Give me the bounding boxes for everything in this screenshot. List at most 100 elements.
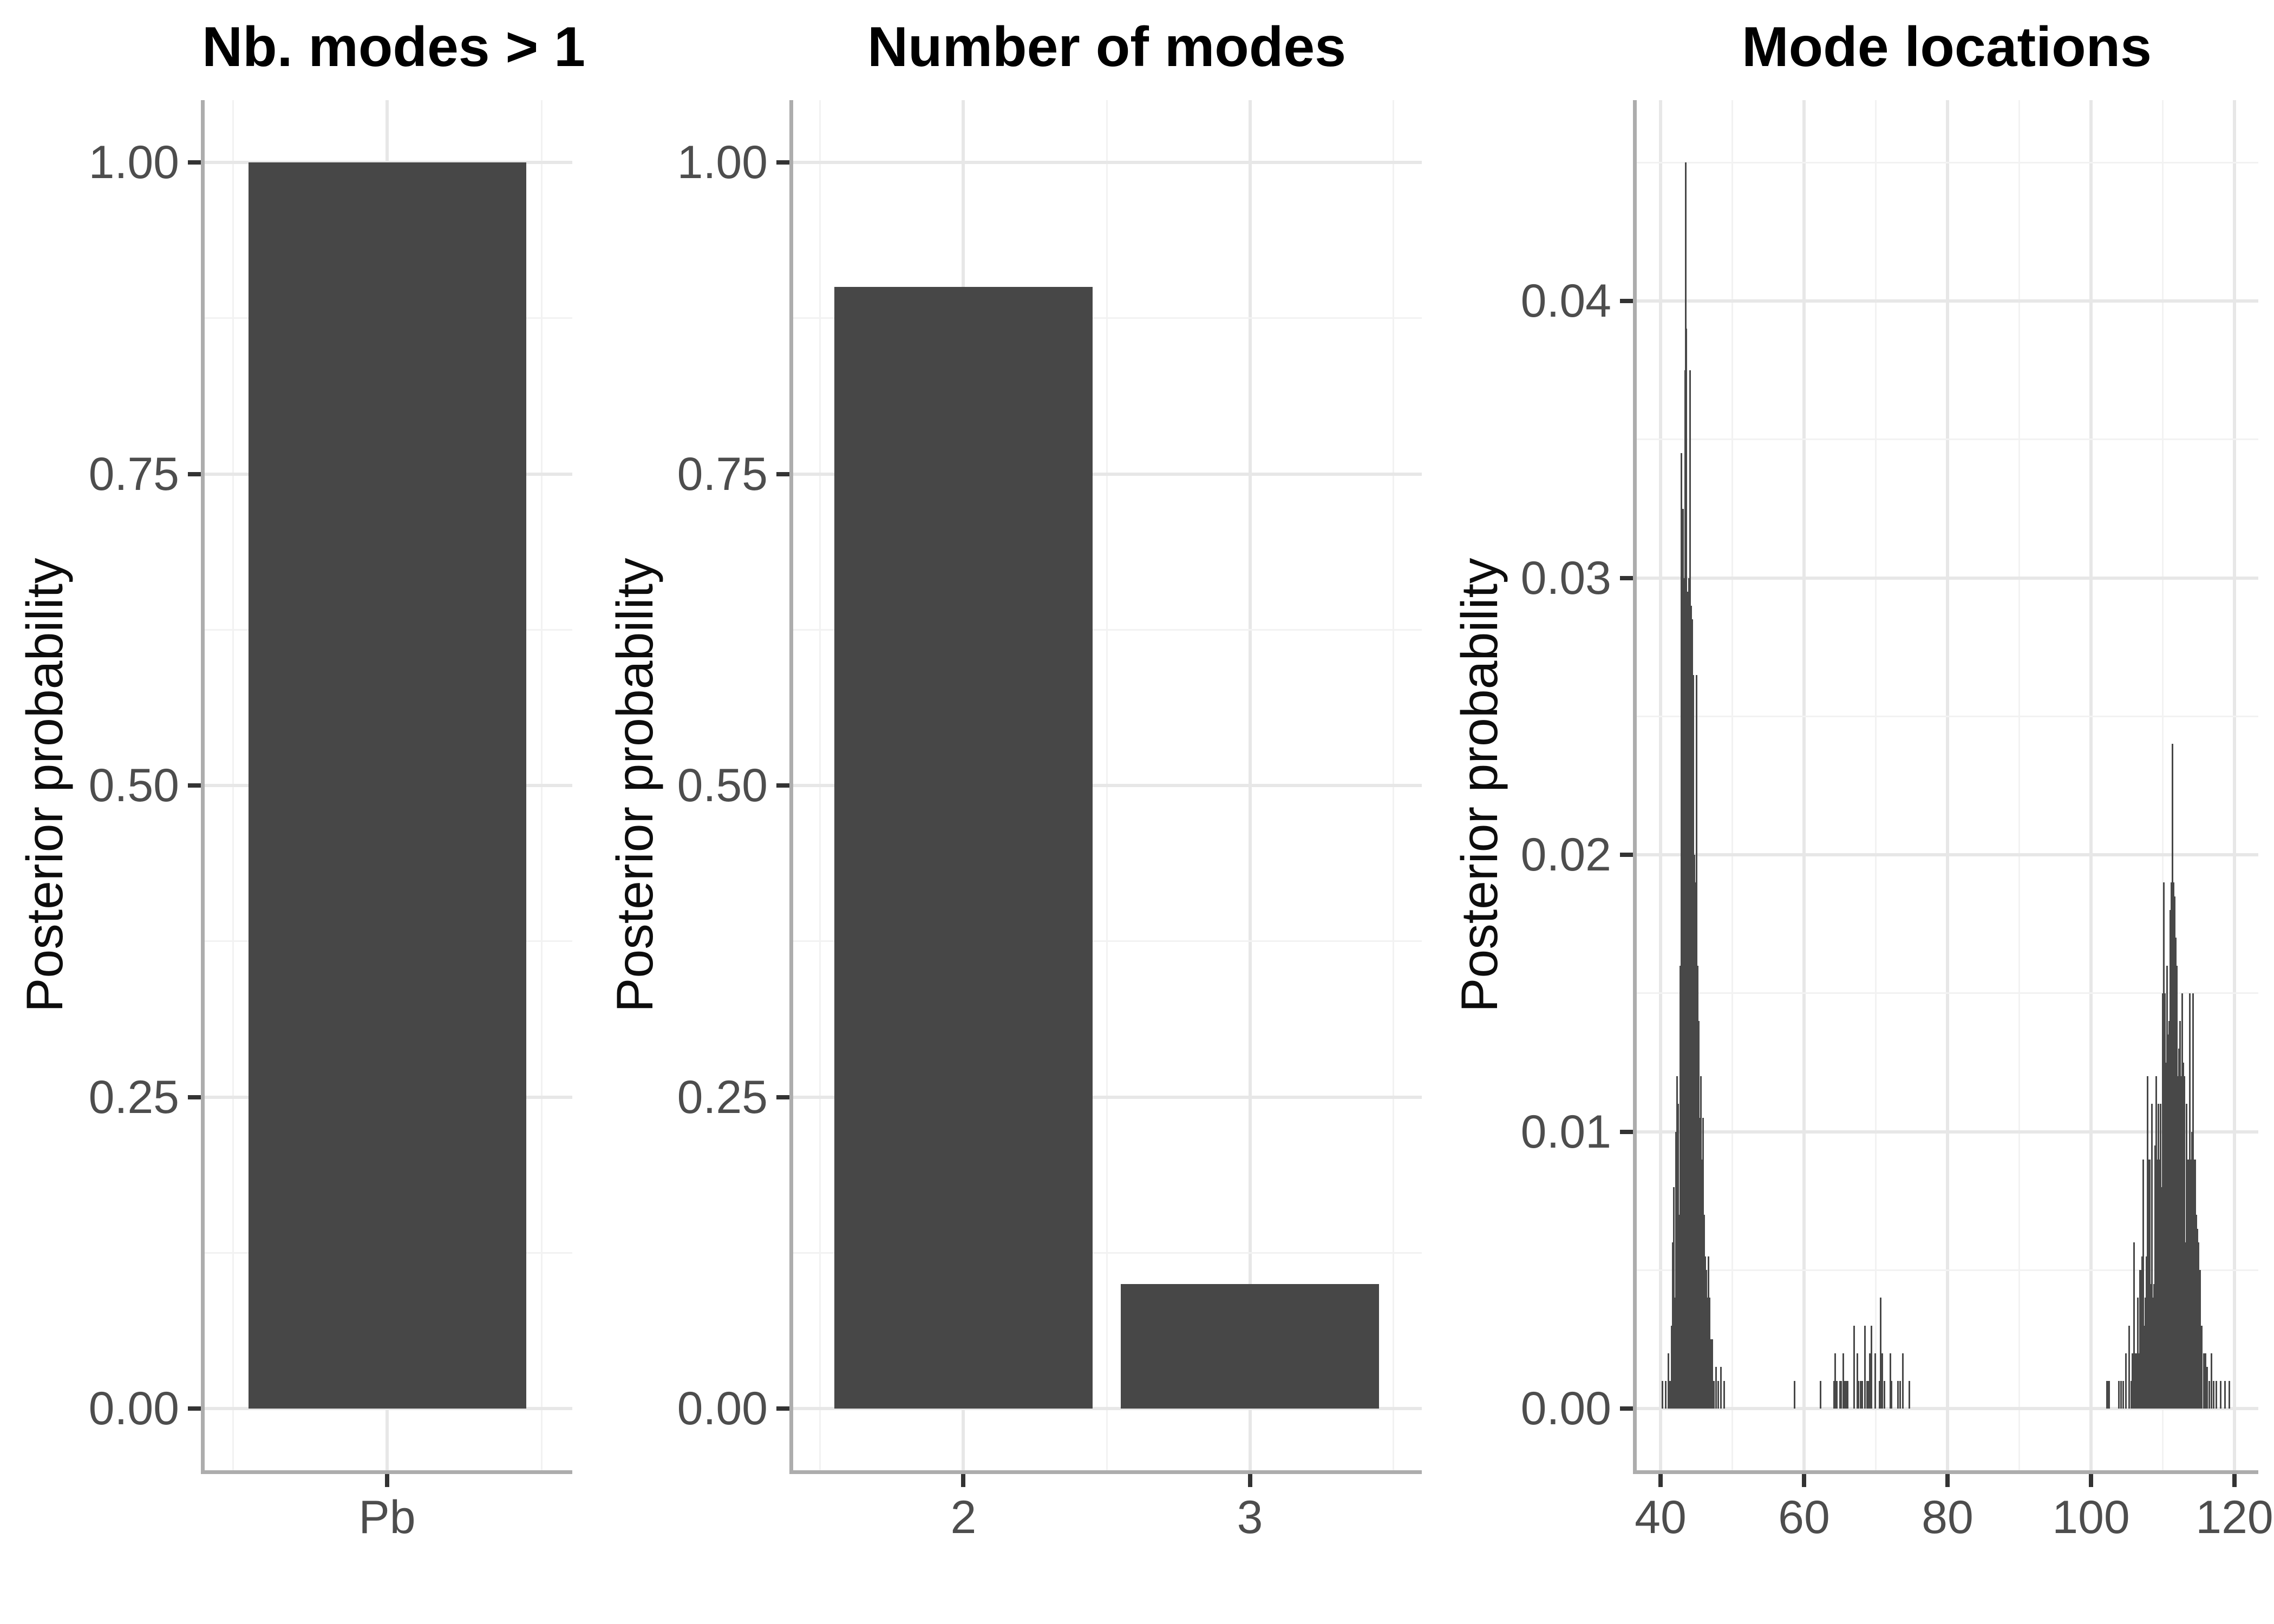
x-axis-line — [201, 1470, 572, 1474]
spike — [2185, 1104, 2187, 1409]
y-tick-label: 0.50 — [88, 759, 179, 811]
spike — [2122, 1380, 2125, 1409]
spike — [1794, 1380, 1796, 1409]
spike — [2160, 1104, 2162, 1409]
y-tick-label: 0.25 — [88, 1071, 179, 1123]
y-tick-mark — [1620, 299, 1633, 303]
y-tick-mark — [188, 1406, 201, 1411]
spike — [1715, 1367, 1717, 1409]
spike — [2220, 1380, 2222, 1409]
spike — [1847, 1380, 1849, 1409]
spike — [2174, 938, 2177, 1409]
spike — [2128, 1325, 2130, 1409]
x-tick-mark — [2089, 1474, 2093, 1487]
grid-minor-vertical — [2018, 100, 2020, 1470]
spike — [2120, 1380, 2122, 1409]
spike — [2166, 965, 2168, 1409]
x-axis-line — [789, 1470, 1422, 1474]
y-tick-mark — [1620, 1406, 1633, 1411]
grid-minor-horizontal — [1635, 1269, 2258, 1271]
spike — [1858, 1380, 1860, 1409]
spike — [2195, 1214, 2197, 1409]
panel-title-number-of-modes: Number of modes — [867, 16, 1347, 78]
bar-3 — [1121, 1284, 1379, 1409]
grid-minor-horizontal — [792, 317, 1422, 319]
spike — [1717, 1380, 1719, 1409]
y-tick-mark — [776, 160, 789, 165]
spike — [2164, 993, 2166, 1409]
spike — [2183, 1076, 2185, 1409]
grid-major-horizontal — [792, 1095, 1422, 1099]
y-tick-mark — [1620, 575, 1633, 580]
spike — [1688, 578, 1690, 1409]
spike — [1664, 1380, 1667, 1409]
grid-major-vertical — [2089, 100, 2093, 1470]
spike — [1867, 1380, 1870, 1409]
spike — [1697, 1020, 1700, 1409]
y-tick-mark — [188, 1095, 201, 1099]
x-tick-label: 60 — [1778, 1491, 1830, 1543]
spike — [1705, 1270, 1707, 1409]
grid-major-horizontal — [1635, 1130, 2258, 1134]
spike — [2141, 1256, 2144, 1409]
spike — [2131, 1353, 2133, 1409]
spike — [1708, 1298, 1710, 1409]
spike — [1675, 1131, 1677, 1409]
grid-major-horizontal — [1635, 576, 2258, 580]
spike — [2108, 1380, 2110, 1409]
panel-title-nb-modes: Nb. modes > 1 — [202, 16, 585, 78]
spike — [1696, 965, 1698, 1409]
spike — [2190, 1159, 2192, 1409]
spike — [2179, 1020, 2181, 1409]
spike — [1720, 1367, 1722, 1409]
y-tick-label: 0.25 — [677, 1071, 768, 1123]
spike — [1834, 1353, 1837, 1409]
y-tick-mark — [776, 1095, 789, 1099]
spike — [2169, 910, 2171, 1409]
spike — [1819, 1380, 1821, 1409]
spike — [2167, 1034, 2169, 1409]
grid-major-vertical — [1946, 100, 1949, 1470]
spike — [1711, 1339, 1713, 1409]
spike — [2149, 1159, 2151, 1409]
spike — [2199, 1270, 2201, 1409]
spike — [2208, 1380, 2211, 1409]
spike — [2154, 1145, 2157, 1409]
spike — [2155, 1076, 2158, 1409]
y-axis-line — [201, 100, 205, 1474]
spike — [2211, 1353, 2213, 1409]
spike — [2151, 1104, 2153, 1409]
spike — [2177, 1076, 2179, 1409]
bar-Pb — [248, 162, 526, 1409]
grid-major-vertical — [1659, 100, 1662, 1470]
spike — [1861, 1380, 1863, 1409]
spike — [2106, 1380, 2108, 1409]
y-axis-line — [1633, 100, 1637, 1474]
spike — [1839, 1380, 1841, 1409]
grid-major-horizontal — [792, 1407, 1422, 1410]
spike — [2186, 1159, 2188, 1409]
grid-minor-horizontal — [1635, 438, 2258, 441]
spike — [2150, 1284, 2152, 1409]
spike — [2204, 1353, 2206, 1409]
grid-minor-horizontal — [1635, 992, 2258, 994]
x-tick-label: 120 — [2195, 1491, 2273, 1543]
spike — [2159, 1159, 2161, 1409]
bar-2 — [834, 287, 1093, 1409]
grid-minor-horizontal — [792, 1252, 1422, 1254]
spike — [1902, 1353, 1904, 1409]
spike — [1899, 1380, 1901, 1409]
spike — [1881, 1353, 1883, 1409]
spike — [2178, 1049, 2180, 1409]
spike — [1840, 1380, 1842, 1409]
spike — [1679, 965, 1681, 1409]
spike — [2175, 965, 2178, 1409]
y-axis-line — [789, 100, 793, 1474]
spike — [1878, 1380, 1880, 1409]
spike — [1683, 578, 1685, 1409]
y-tick-label: 0.75 — [88, 448, 179, 500]
spike — [2191, 1131, 2193, 1409]
spike — [2118, 1380, 2120, 1409]
spike — [2165, 1062, 2167, 1409]
spike — [1692, 675, 1694, 1409]
